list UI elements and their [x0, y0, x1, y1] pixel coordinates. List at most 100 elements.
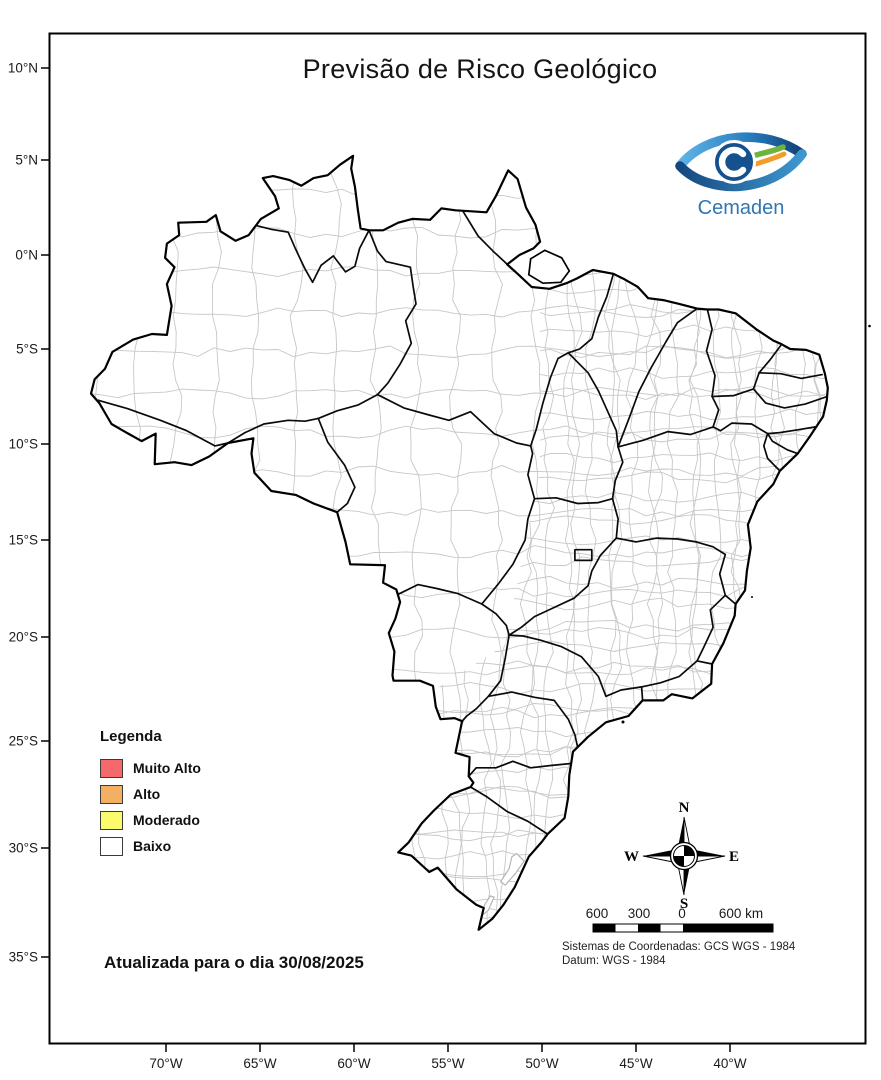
state-border-pr_sc [467, 760, 572, 778]
legend-swatch [100, 836, 123, 856]
state-border-sp_pr [487, 691, 579, 749]
lon-tick-label: 60°W [337, 1056, 370, 1071]
state-border-df [574, 548, 593, 562]
lat-tick-label: 15°S [9, 533, 38, 548]
state-border-pi_ce [705, 308, 716, 398]
state-border-to_ba [611, 446, 624, 500]
state-border-pe_al [766, 426, 817, 435]
legend-item: Moderado [100, 810, 201, 830]
axis-labels: 10°N 5°N 0°N 5°S 10°S 15°S 20°S 25°S 30°S 35°S 70°… [8, 61, 747, 1072]
state-border-ce_rn [758, 343, 783, 374]
state-border-ma_pa [567, 272, 615, 354]
lagoon-outline [499, 852, 525, 886]
lat-tick-label: 10°N [8, 61, 38, 76]
state-border-to_go [533, 496, 614, 505]
state-border-mt_pa [376, 393, 532, 447]
legend-item: Muito Alto [100, 758, 201, 778]
lon-tick-label: 70°W [149, 1056, 182, 1071]
brazil-outline [89, 154, 829, 931]
lon-tick-label: 65°W [243, 1056, 276, 1071]
lon-tick-label: 55°W [431, 1056, 464, 1071]
map-frame [48, 32, 867, 1045]
state-border-rn_pb [758, 371, 823, 380]
marajo-island [527, 249, 571, 285]
state-border-mg_sp [508, 634, 643, 698]
state-border-pe_ba [712, 422, 769, 435]
legend-swatch [100, 784, 123, 804]
lon-tick-label: 45°W [619, 1056, 652, 1071]
island-dot [621, 720, 625, 724]
legend-swatch [100, 758, 123, 778]
state-border-ro_mt [317, 417, 356, 514]
state-border-ma_pi [617, 307, 698, 448]
legend-label: Muito Alto [133, 760, 201, 776]
scale-tick-label: 300 [628, 906, 651, 921]
lon-tick-label: 40°W [713, 1056, 746, 1071]
state-border-mt_ms [397, 583, 483, 605]
state-border-rj_sp [640, 686, 644, 702]
map-title: Previsão de Risco Geológico [302, 54, 658, 84]
state-border-sc_rs [469, 786, 549, 835]
state-border-ce_pb [711, 371, 760, 398]
state-border-am_mt [317, 393, 379, 420]
island-dot [868, 324, 871, 328]
state-border-al_se [766, 432, 799, 455]
datum-line: Datum: WGS - 1984 [562, 955, 666, 967]
cemaden-eye-icon: Cemaden [675, 132, 807, 219]
legend-label: Moderado [133, 812, 200, 828]
state-border-mg_rj [640, 660, 698, 688]
compass-north-label: N [679, 800, 690, 816]
state-border-go_ms [480, 603, 510, 636]
compass-east-label: E [729, 849, 739, 865]
state-border-to_araguaia [527, 351, 570, 500]
legend-item: Baixo [100, 836, 201, 856]
state-border-pi_pe [711, 395, 720, 428]
lat-tick-label: 5°S [16, 342, 38, 357]
state-border-ba_mg [615, 537, 727, 597]
state-border-rr_am [255, 224, 370, 284]
coordinate-system-line: Sistemas de Coordenadas: GCS WGS - 1984 [562, 941, 796, 953]
legend-title: Legenda [100, 728, 162, 745]
cemaden-logo: Cemaden [664, 122, 819, 224]
lat-tick-label: 20°S [9, 630, 38, 645]
state-borders [97, 210, 829, 835]
state-border-am_pa [368, 229, 417, 396]
compass-west-label: W [624, 849, 639, 865]
lat-tick-label: 5°N [15, 153, 38, 168]
updated-date-label: Atualizada para o dia 30/08/2025 [104, 953, 364, 972]
compass-rose: N S W E [624, 800, 739, 912]
lat-tick-label: 0°N [15, 248, 38, 263]
scale-tick-label: 0 [678, 906, 686, 921]
state-border-pi_ba [617, 426, 714, 448]
lat-tick-label: 35°S [9, 950, 38, 965]
lon-tick-label: 50°W [525, 1056, 558, 1071]
state-border-ma_to [567, 351, 619, 448]
legend-swatch [100, 810, 123, 830]
legend: Legenda Muito Alto Alto Moderado Baixo [100, 728, 201, 862]
scale-bar: 600 300 0 600 km [586, 906, 774, 933]
compass-south-label: S [680, 896, 688, 912]
lat-tick-label: 10°S [9, 437, 38, 452]
cemaden-wordmark: Cemaden [698, 197, 785, 219]
lat-tick-label: 25°S [9, 734, 38, 749]
legend-item: Alto [100, 784, 201, 804]
state-border-es_rj [696, 660, 713, 665]
coordinate-system-note: Sistemas de Coordenadas: GCS WGS - 1984 … [562, 940, 795, 968]
legend-items: Muito Alto Alto Moderado Baixo [100, 758, 201, 856]
state-border-mg_es [696, 594, 727, 662]
state-border-se_ba [762, 432, 781, 472]
state-border-ba_es [724, 594, 737, 605]
scale-tick-label: 600 [586, 906, 609, 921]
state-border-ac_am [97, 399, 229, 447]
state-border-am_ro [227, 417, 320, 444]
state-border-ba_go [611, 497, 619, 539]
state-border-mg_go [508, 537, 618, 636]
scale-end-label: 600 km [719, 906, 763, 921]
island-dot [751, 596, 753, 598]
legend-label: Baixo [133, 838, 172, 854]
lat-tick-label: 30°S [9, 841, 38, 856]
state-border-pb_pe [752, 388, 829, 409]
state-border-mt_go [480, 497, 536, 605]
